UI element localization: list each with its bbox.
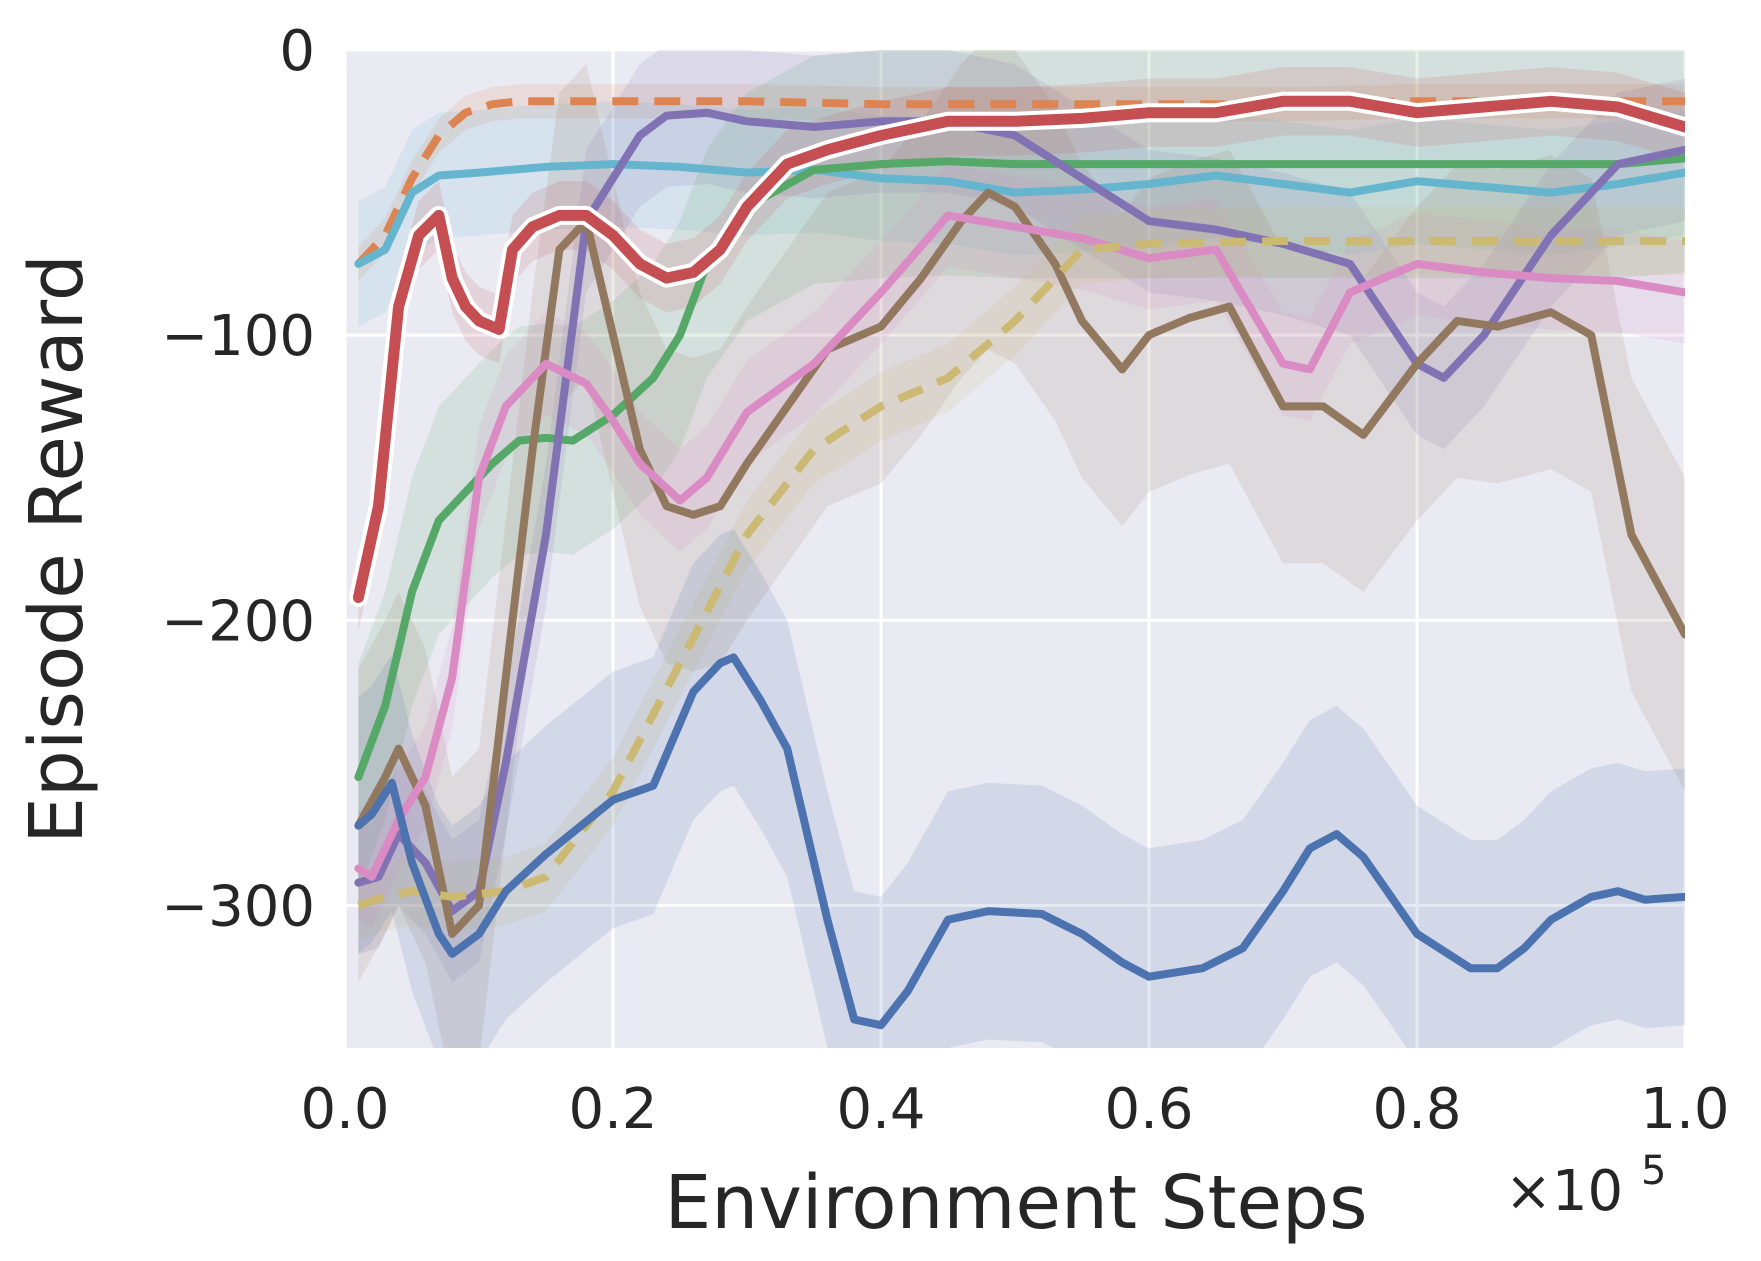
y-axis-label: Episode Reward	[14, 254, 100, 844]
series-1-line	[354, 160, 1685, 268]
series-lines	[348, 91, 1685, 1030]
series-7-band	[358, 529, 1685, 1048]
y-tick-labels: 0 −100 −200 −300	[161, 19, 315, 939]
series-3-band	[358, 50, 1685, 983]
x-axis-label: Environment Steps	[664, 1160, 1367, 1246]
x-tick-label: 0.4	[836, 1077, 925, 1142]
x-tick-label: 0.2	[568, 1077, 657, 1142]
series-3-line	[354, 108, 1685, 916]
series-2-line	[354, 154, 1685, 782]
x-multiplier-exponent: 5	[1641, 1148, 1666, 1194]
series-4-band	[358, 50, 1685, 1048]
x-tick-label: 0.6	[1104, 1077, 1193, 1142]
series-7-line	[354, 653, 1685, 1030]
series-2-band	[358, 50, 1685, 892]
y-tick-label: −200	[161, 589, 315, 654]
x-axis-multiplier: ×10 5	[1505, 1148, 1666, 1224]
series-5-line	[354, 211, 1685, 881]
series-6-line	[357, 237, 1685, 910]
x-tick-label: 1.0	[1640, 1077, 1729, 1142]
x-tick-labels: 0.0 0.2 0.4 0.6 0.8 1.0	[300, 1077, 1729, 1142]
x-tick-label: 0.8	[1372, 1077, 1461, 1142]
x-tick-label: 0.0	[300, 1077, 389, 1142]
x-multiplier-base: ×10	[1505, 1159, 1623, 1224]
series-4-line	[354, 188, 1685, 938]
y-tick-label: −300	[161, 874, 315, 939]
y-tick-label: 0	[279, 19, 315, 84]
series-6-band	[358, 206, 1685, 940]
series-8-band	[358, 67, 1685, 632]
y-tick-label: −100	[161, 304, 315, 369]
series-8-line	[352, 95, 1685, 603]
